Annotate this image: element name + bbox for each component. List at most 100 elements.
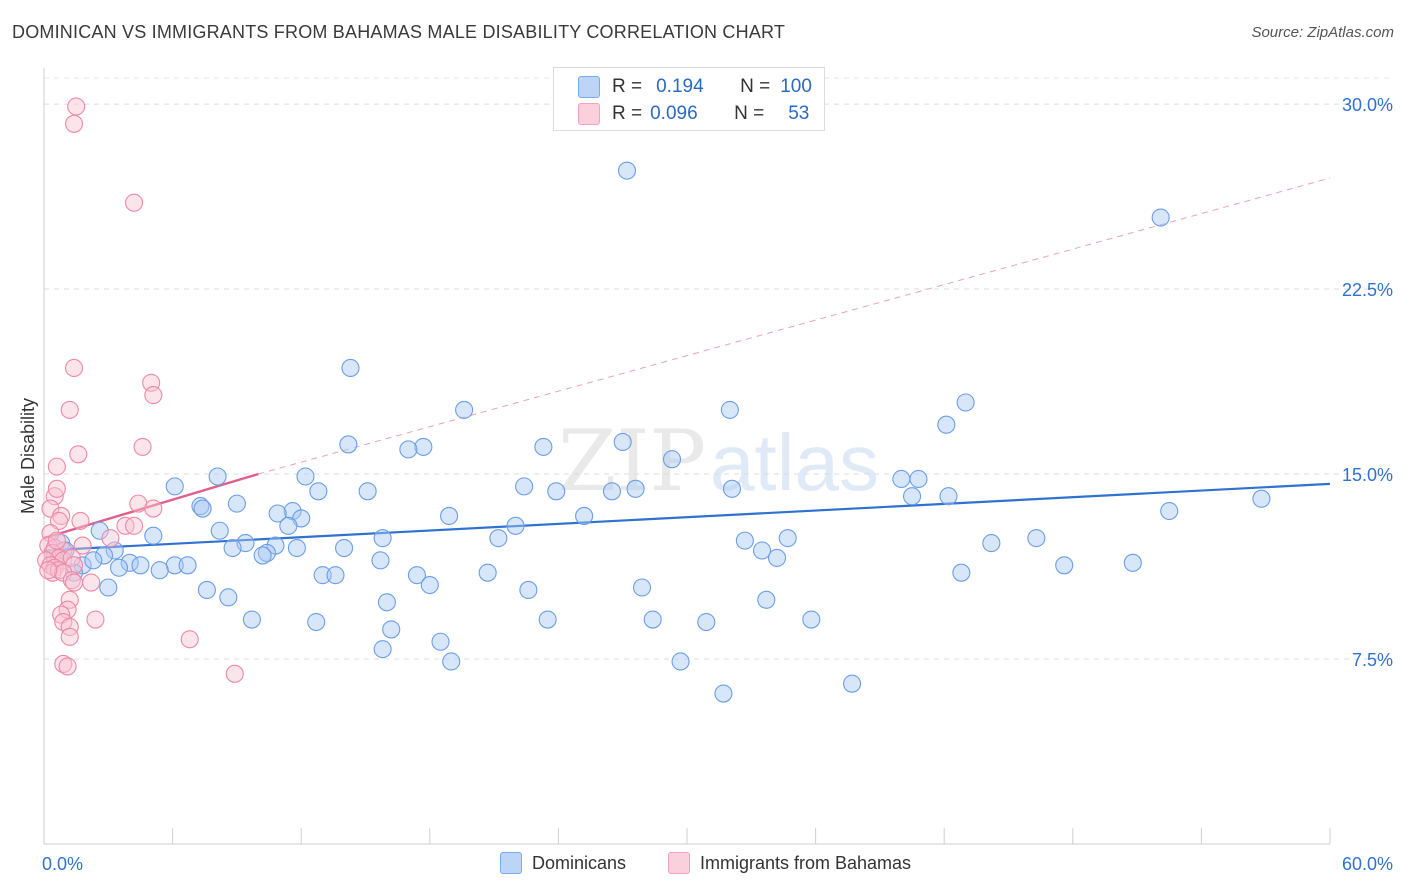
point-dominicans xyxy=(341,358,360,378)
point-dominicans xyxy=(339,435,358,454)
point-bahamas xyxy=(144,386,163,405)
point-dominicans xyxy=(253,546,272,565)
point-dominicans xyxy=(219,588,238,607)
stats-swatch-dominicans xyxy=(578,76,600,98)
stats-r-label: R = xyxy=(612,103,643,124)
point-dominicans xyxy=(373,529,392,548)
point-dominicans xyxy=(802,610,821,629)
point-dominicans xyxy=(575,506,594,526)
point-bahamas xyxy=(47,531,66,550)
point-bahamas xyxy=(47,479,66,498)
point-bahamas xyxy=(62,571,81,590)
point-dominicans xyxy=(414,437,433,456)
stats-n-value: 100 xyxy=(780,76,812,97)
point-dominicans xyxy=(279,516,298,535)
point-dominicans xyxy=(752,541,772,560)
point-dominicans xyxy=(442,652,461,671)
watermark-zip: ZIP xyxy=(558,412,706,510)
legend-item-dominicans[interactable]: Dominicans xyxy=(500,852,626,874)
point-bahamas xyxy=(49,511,69,530)
stats-r-label: R = xyxy=(612,76,643,97)
legend-label-bahamas: Immigrants from Bahamas xyxy=(700,852,912,873)
data-points xyxy=(37,97,1271,703)
point-dominicans xyxy=(210,521,229,540)
stats-row-bahamas: R = 0.096 N = 53 xyxy=(554,100,809,128)
point-dominicans xyxy=(952,563,971,582)
point-bahamas xyxy=(73,536,92,555)
point-dominicans xyxy=(382,620,401,639)
point-dominicans xyxy=(632,578,652,597)
point-dominicans xyxy=(937,415,956,434)
watermark-atlas: atlas xyxy=(710,418,879,507)
x-tick-label-min: 0.0% xyxy=(42,854,83,874)
point-bahamas xyxy=(69,445,88,464)
point-bahamas xyxy=(47,457,66,476)
point-dominicans xyxy=(377,593,396,612)
trend-extension-1 xyxy=(258,177,1331,475)
point-bahamas xyxy=(64,358,84,378)
legend-item-bahamas[interactable]: Immigrants from Bahamas xyxy=(668,852,911,874)
point-bahamas xyxy=(52,605,71,624)
point-dominicans xyxy=(399,440,418,459)
point-dominicans xyxy=(358,482,377,501)
point-dominicans xyxy=(150,561,169,580)
point-dominicans xyxy=(197,580,216,600)
point-dominicans xyxy=(939,487,958,506)
y-tick-label: 15.0% xyxy=(1342,465,1393,485)
point-dominicans xyxy=(1027,529,1046,548)
point-dominicans xyxy=(99,578,118,597)
point-dominicans xyxy=(94,546,114,565)
point-dominicans xyxy=(84,551,103,570)
point-dominicans xyxy=(109,558,129,577)
legend-label-dominicans: Dominicans xyxy=(532,852,627,873)
point-dominicans xyxy=(64,563,84,582)
point-bahamas xyxy=(58,657,77,676)
point-dominicans xyxy=(538,610,557,629)
point-dominicans xyxy=(626,479,645,498)
y-tick-label: 22.5% xyxy=(1342,280,1393,300)
legend-swatch-bahamas xyxy=(668,852,690,874)
point-dominicans xyxy=(431,632,450,651)
point-dominicans xyxy=(313,566,332,585)
stats-n-label: N = xyxy=(734,103,765,124)
point-bahamas xyxy=(82,573,101,592)
point-dominicans xyxy=(223,538,242,558)
point-dominicans xyxy=(1055,556,1074,575)
point-dominicans xyxy=(489,529,508,548)
point-dominicans xyxy=(735,531,754,550)
point-dominicans xyxy=(268,504,287,523)
point-dominicans xyxy=(287,538,306,558)
stats-n-label: N = xyxy=(740,76,771,97)
point-dominicans xyxy=(671,652,690,671)
tick-labels: 7.5% 15.0% 22.5% 30.0% 0.0% 60.0% xyxy=(42,95,1393,874)
stats-row-dominicans: R = 0.194 N = 100 xyxy=(554,73,812,101)
point-dominicans xyxy=(1252,489,1271,508)
point-bahamas xyxy=(86,610,105,629)
point-bahamas xyxy=(64,573,84,592)
point-dominicans xyxy=(767,548,787,567)
trend-line-0 xyxy=(43,482,1331,552)
chart-title: DOMINICAN VS IMMIGRANTS FROM BAHAMAS MAL… xyxy=(12,22,786,42)
point-dominicans xyxy=(420,575,439,595)
axes xyxy=(43,68,1331,845)
point-dominicans xyxy=(909,469,928,489)
point-dominicans xyxy=(720,400,739,419)
point-dominicans xyxy=(1160,501,1179,521)
gridlines xyxy=(44,77,1392,660)
point-bahamas xyxy=(60,617,79,637)
point-dominicans xyxy=(519,580,538,600)
point-dominicans xyxy=(120,553,139,572)
point-dominicans xyxy=(602,482,622,501)
point-dominicans xyxy=(697,612,716,632)
point-dominicans xyxy=(144,526,163,545)
legend-swatch-dominicans xyxy=(500,852,522,874)
point-bahamas xyxy=(129,494,148,513)
point-dominicans xyxy=(165,477,184,496)
point-bahamas xyxy=(62,548,81,567)
point-dominicans xyxy=(478,563,497,582)
stats-legend: R = 0.194 N = 100 R = 0.096 N = 53 xyxy=(553,67,825,131)
source-label: Source: ZipAtlas.com xyxy=(1251,24,1394,41)
point-dominicans xyxy=(307,612,326,632)
point-bahamas xyxy=(180,630,199,649)
